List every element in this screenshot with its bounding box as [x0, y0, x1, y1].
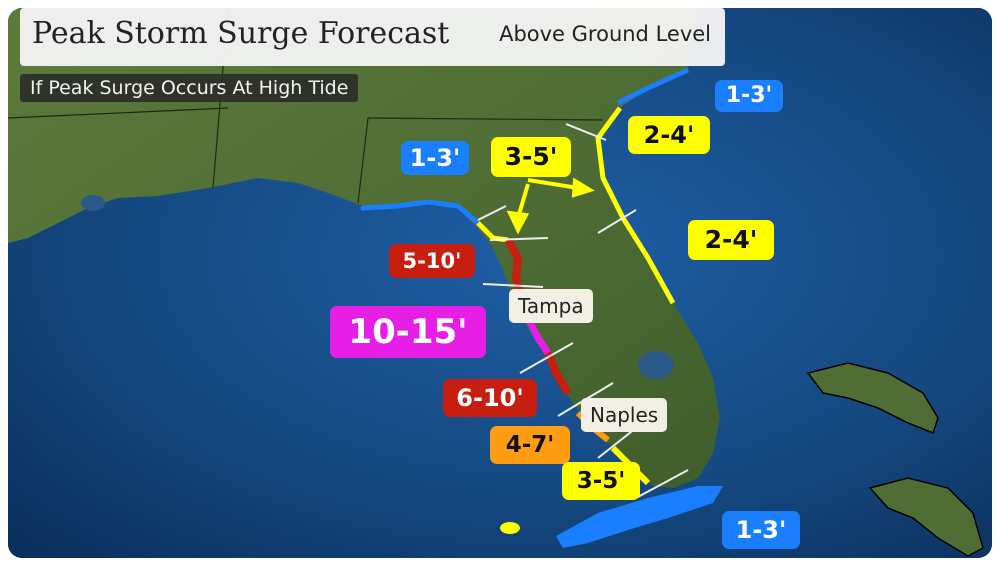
- zone-divider: [482, 283, 544, 288]
- city-label-tampa: Tampa: [509, 289, 593, 323]
- surge-line-ne-atlantic: [616, 67, 690, 106]
- state-border: [357, 117, 369, 204]
- surge-label-ne-atlantic: 1-3': [715, 80, 783, 112]
- zone-divider: [489, 237, 549, 241]
- tide-note: If Peak Surge Occurs At High Tide: [20, 74, 359, 102]
- surge-label-fort-myers: 4-7': [490, 426, 570, 464]
- zone-divider: [597, 427, 637, 459]
- zone-divider: [565, 123, 607, 141]
- cuba-island: [806, 362, 939, 434]
- zone-divider: [597, 209, 637, 234]
- map-frame: Peak Storm Surge Forecast Above Ground L…: [8, 8, 992, 558]
- surge-label-ne-coast: 2-4': [628, 116, 710, 154]
- page-title: Peak Storm Surge Forecast: [32, 16, 450, 51]
- surge-line-east-coast: [595, 106, 676, 305]
- surge-label-sw-coast: 3-5': [562, 462, 640, 500]
- pointer-arrow: [527, 178, 579, 190]
- page-subtitle: Above Ground Level: [499, 22, 711, 46]
- pointer-arrowhead: [506, 210, 530, 235]
- surge-label-sarasota: 6-10': [443, 379, 537, 417]
- zone-divider: [519, 342, 574, 374]
- florida-map: [8, 8, 992, 558]
- surge-label-panhandle: 1-3': [401, 141, 469, 175]
- surge-label-nature-coast: 5-10': [389, 244, 475, 278]
- zone-divider: [477, 205, 507, 221]
- surge-line-panhandle: [360, 199, 481, 226]
- land-mass: [8, 8, 720, 488]
- surge-label-keys: 1-3': [722, 511, 800, 549]
- surge-area-keys: [556, 486, 723, 548]
- title-banner: Peak Storm Surge Forecast Above Ground L…: [20, 8, 725, 66]
- surge-label-east-coast: 2-4': [688, 220, 774, 260]
- surge-label-big-bend: 3-5': [491, 137, 571, 177]
- state-border: [8, 107, 229, 119]
- zone-divider: [635, 469, 689, 499]
- surge-dot-tortugas: [500, 522, 520, 534]
- inland-lake: [81, 195, 105, 211]
- pointer-arrowhead: [571, 177, 595, 198]
- state-border: [367, 117, 604, 121]
- lake-okeechobee: [638, 351, 674, 379]
- city-label-naples: Naples: [581, 398, 668, 432]
- surge-label-tampa-bay: 10-15': [330, 306, 486, 358]
- cuba-island: [868, 477, 984, 557]
- surge-line-sarasota: [544, 351, 572, 396]
